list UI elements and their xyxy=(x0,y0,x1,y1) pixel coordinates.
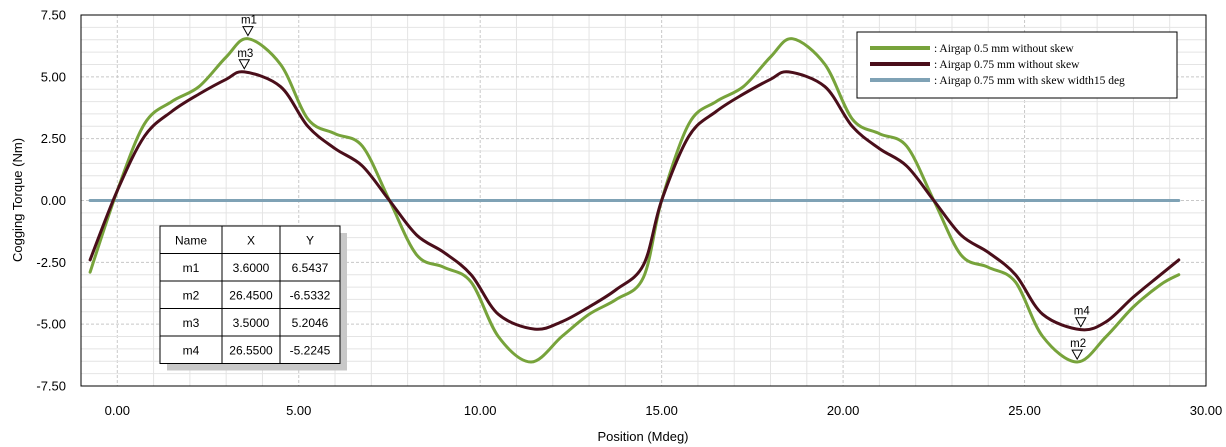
table-header-cell: X xyxy=(247,233,255,247)
plot-frame xyxy=(80,14,1207,387)
y-tick-label: 5.00 xyxy=(41,69,66,84)
marker-triangle-m4 xyxy=(1074,317,1087,328)
marker-label-m2: m2 xyxy=(1070,338,1086,350)
legend-label-2: : Airgap 0.75 mm with skew width15 deg xyxy=(934,75,1125,87)
x-tick-label: 15.00 xyxy=(645,403,678,418)
legend-label-0: : Airgap 0.5 mm without skew xyxy=(934,43,1074,55)
x-tick-label: 0.00 xyxy=(105,403,130,418)
table-cell: -5.2245 xyxy=(290,343,331,357)
y-tick-label: 0.00 xyxy=(41,193,66,208)
marker-table: Name X Ym1 3.6000 6.5437 m2 26.4500 -6.5332 m3 3.… xyxy=(159,225,347,371)
y-tick-label: -5.00 xyxy=(36,317,66,332)
y-tick-label: -2.50 xyxy=(36,255,66,270)
series-lines xyxy=(88,37,1181,364)
table-cell: m3 xyxy=(183,316,200,330)
table-cell: 6.5437 xyxy=(292,261,329,275)
legend: : Airgap 0.5 mm without skew : Airgap 0.… xyxy=(856,31,1178,99)
table-cell: 26.5500 xyxy=(229,343,273,357)
x-tick-label: 20.00 xyxy=(827,403,860,418)
table-header-cell: Name xyxy=(175,233,207,247)
marker-label-m1: m1 xyxy=(241,15,257,27)
y-tick-labels: 7.50 5.00 2.50 0.00 -2.50 -5.00 -7.50 xyxy=(36,8,66,394)
x-tick-label: 30.00 xyxy=(1190,403,1223,418)
series-line-0 xyxy=(88,37,1181,364)
table-frame xyxy=(159,225,341,364)
marker-label-m4: m4 xyxy=(1074,306,1091,318)
marker-triangle-m1 xyxy=(242,26,254,37)
y-tick-label: 2.50 xyxy=(41,131,66,146)
marker-label-m3: m3 xyxy=(237,48,253,60)
table-cell: 3.5000 xyxy=(233,316,270,330)
table-header-cell: Y xyxy=(306,233,314,247)
marker-triangle-m3 xyxy=(238,59,251,70)
x-tick-label: 5.00 xyxy=(286,403,311,418)
table-cell: -6.5332 xyxy=(290,288,331,302)
x-tick-label: 10.00 xyxy=(464,403,497,418)
table-cell: 3.6000 xyxy=(233,261,270,275)
x-tick-labels: 0.00 5.00 10.00 15.00 20.00 25.00 30.00 xyxy=(105,403,1223,418)
table-cell: m1 xyxy=(183,261,200,275)
y-tick-label: -7.50 xyxy=(36,379,66,394)
x-axis-title: Position (Mdeg) xyxy=(597,429,688,444)
marker-triangle-m2 xyxy=(1071,349,1084,361)
markers: m1 m3 m4 m2 xyxy=(237,15,1091,361)
x-tick-label: 25.00 xyxy=(1008,403,1041,418)
y-tick-label: 7.50 xyxy=(41,8,66,23)
series-line-1 xyxy=(88,70,1181,332)
y-axis-title: Cogging Torque (Nm) xyxy=(10,138,25,262)
legend-label-1: : Airgap 0.75 mm without skew xyxy=(934,59,1080,71)
table-cell: 26.4500 xyxy=(229,288,273,302)
table-cell: 5.2046 xyxy=(292,316,329,330)
table-cell: m4 xyxy=(183,343,200,357)
table-cell: m2 xyxy=(183,288,200,302)
